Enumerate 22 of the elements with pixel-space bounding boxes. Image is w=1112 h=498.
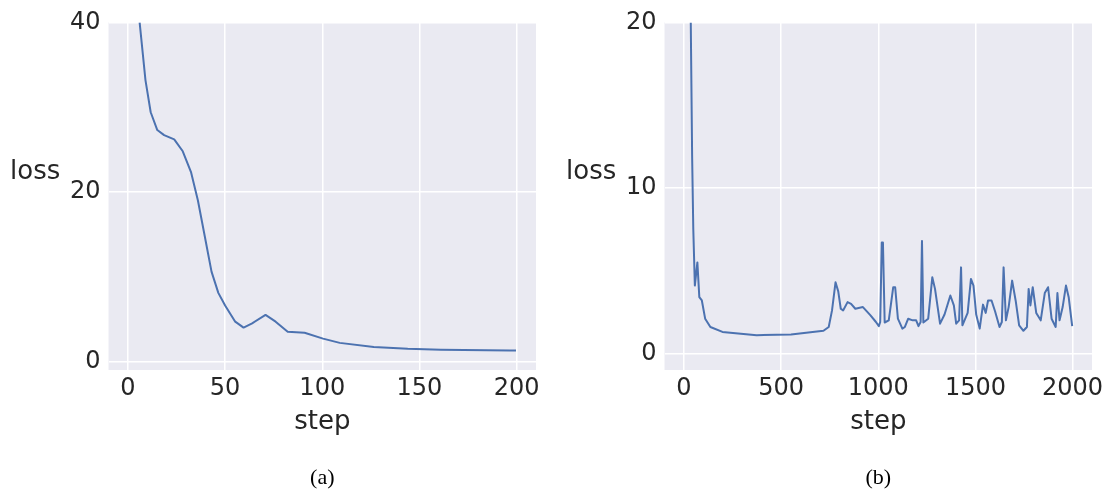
x-tick-label: 500	[758, 372, 805, 401]
x-axis-title: step	[850, 405, 907, 436]
x-tick-label: 50	[209, 372, 241, 401]
x-tick-label: 100	[299, 372, 346, 401]
x-tick-label: 2000	[1042, 372, 1104, 401]
x-tick-label: 1500	[944, 372, 1006, 401]
y-axis-title: loss	[10, 154, 61, 185]
text: (b)	[865, 463, 892, 489]
x-tick-label: 0	[120, 372, 136, 401]
x-tick-label: 0	[676, 372, 692, 401]
y-tick-label: 0	[641, 337, 657, 366]
x-tick-label: 1000	[847, 372, 909, 401]
x-axis-title: step	[294, 405, 351, 436]
x-tick-label: 200	[493, 372, 540, 401]
y-tick-label: 20	[625, 6, 657, 35]
y-tick-label: 20	[69, 176, 101, 205]
y-tick-label: 40	[69, 6, 101, 35]
x-tick-label: 150	[396, 372, 443, 401]
y-tick-label: 10	[625, 172, 657, 201]
y-axis-title: loss	[566, 154, 617, 185]
text: (a)	[310, 463, 335, 489]
y-tick-label: 0	[85, 345, 101, 374]
